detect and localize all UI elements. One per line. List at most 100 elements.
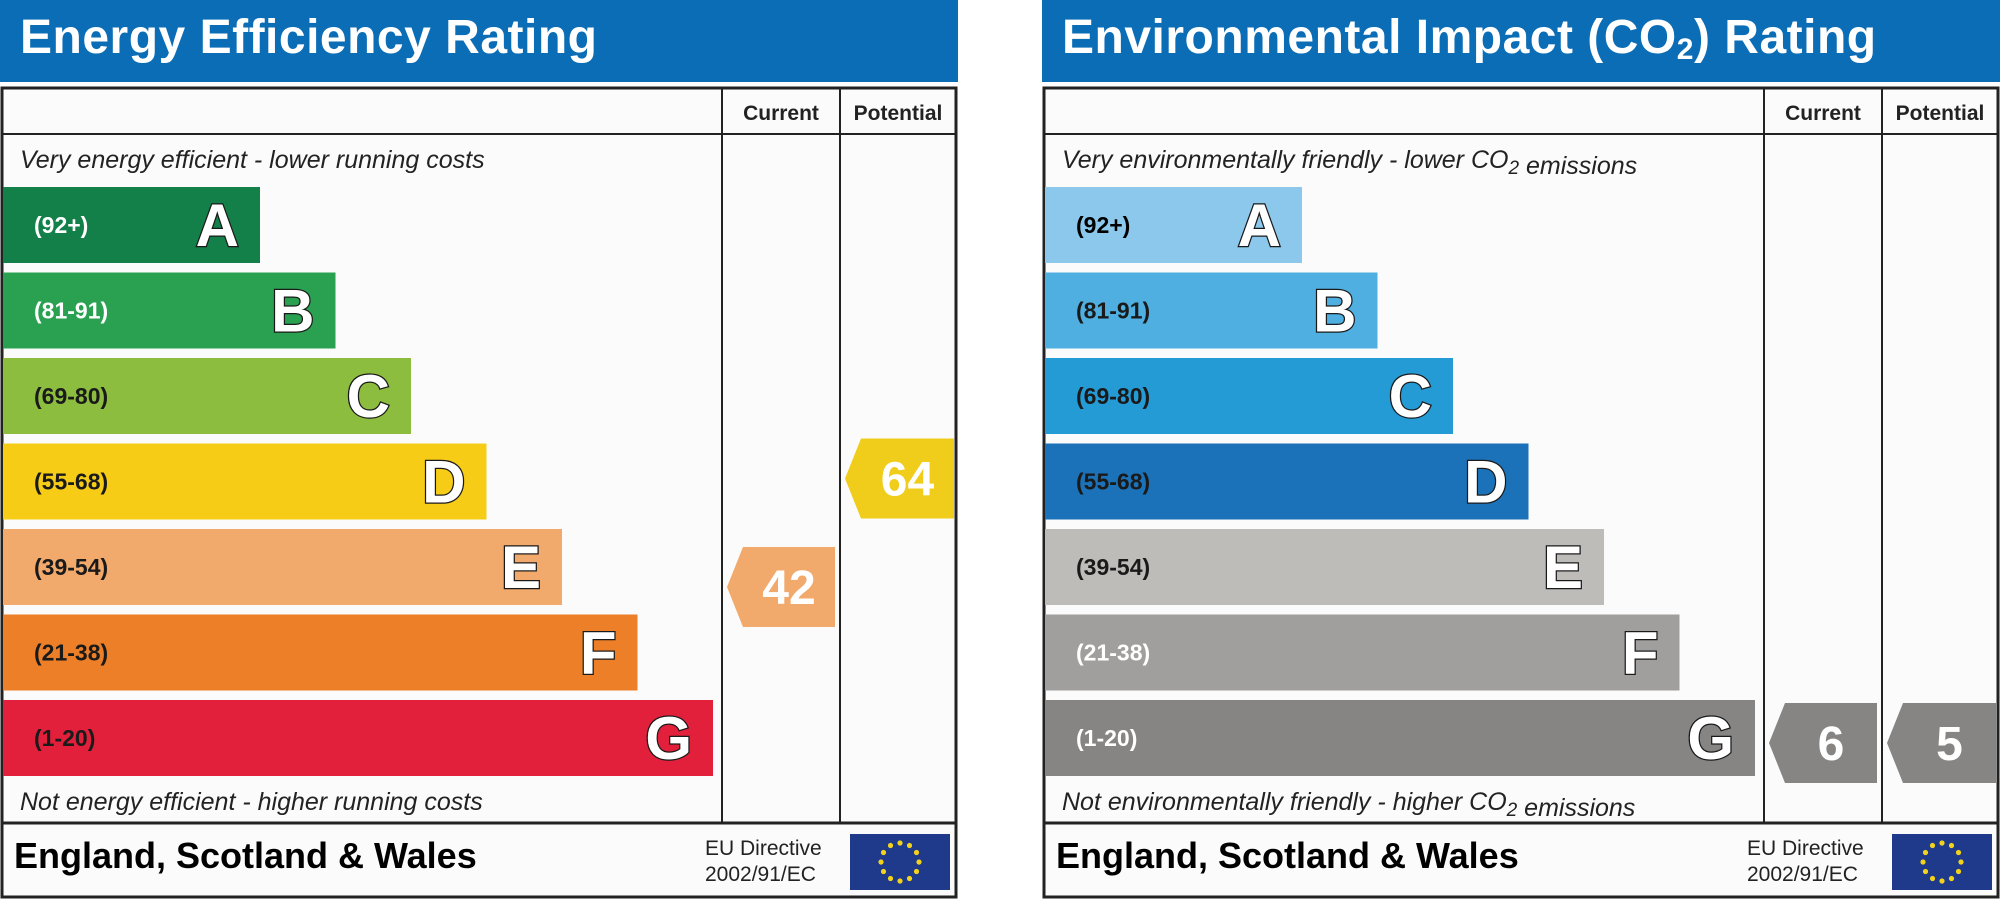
current-column-header: Current [1785,102,1861,125]
eu-star-icon [1922,868,1929,875]
region-label: England, Scotland & Wales [14,835,477,876]
potential-column-header: Potential [1896,102,1985,125]
band-letter: D [422,449,465,516]
band-range-label: (21-38) [1076,640,1150,666]
band-letter: G [1687,705,1734,772]
band-bar-d [3,443,487,520]
eu-star-icon [913,868,920,875]
eu-flag-icon [850,834,950,890]
potential-column-header: Potential [854,102,943,125]
band-letter: B [271,278,314,345]
band-bar-a [3,187,260,263]
band-letter: E [501,534,541,601]
energy-efficiency-header: Energy Efficiency Rating [0,0,958,82]
eu-star-icon [906,842,913,849]
band-letter: E [1543,534,1583,601]
eu-star-icon [1948,842,1955,849]
band-letter: D [1464,449,1507,516]
environmental-impact-chart: Current Potential Very environmentally fri… [1042,86,2000,899]
potential-rating-arrow [845,438,954,519]
band-bar-e [1045,529,1604,605]
current-rating-value: 42 [762,562,815,615]
eu-star-icon [1929,842,1936,849]
band-range-label: (39-54) [1076,554,1150,580]
potential-rating-value: 64 [881,454,935,507]
eu-star-icon [878,859,884,865]
environmental-impact-panel: Environmental Impact (CO2) Rating Curren… [1042,0,2000,899]
eu-star-icon [887,875,894,882]
band-range-label: (92+) [34,212,88,238]
eu-star-icon [1922,849,1929,856]
band-bar-g [1045,700,1755,776]
band-bar-c [3,358,411,434]
eu-star-icon [1955,868,1962,875]
band-letter: C [347,363,390,430]
eu-star-icon [1955,849,1962,856]
current-rating-arrow [1769,703,1877,783]
band-bar-d [1045,443,1529,520]
eu-directive-text: EU Directive 2002/91/EC [1747,836,1864,888]
eu-star-icon [887,842,894,849]
bottom-note: Not environmentally friendly - higher CO… [1062,788,1635,822]
eu-star-icon [1958,859,1964,865]
band-range-label: (55-68) [34,469,108,495]
band-range-label: (69-80) [1076,383,1150,409]
eu-directive-line1: EU Directive [1747,837,1864,860]
band-bar-b [1045,272,1378,349]
band-bar-f [1045,614,1680,691]
band-bar-a [1045,187,1302,263]
eu-directive-line2: 2002/91/EC [1747,863,1858,886]
eu-star-icon [1939,840,1945,846]
band-bar-f [3,614,638,691]
energy-efficiency-panel: Energy Efficiency Rating Current Potentia… [0,0,958,899]
potential-rating-value: 5 [1936,718,1963,771]
band-range-label: (81-91) [34,298,108,324]
eu-star-icon [880,849,887,856]
band-bar-b [3,272,336,349]
current-column-header: Current [743,102,819,125]
band-range-label: (1-20) [1076,725,1137,751]
eu-directive-text: EU Directive 2002/91/EC [705,836,822,888]
band-bar-g [3,700,713,776]
eu-star-icon [916,859,922,865]
current-rating-arrow [727,547,835,627]
band-range-label: (21-38) [34,640,108,666]
eu-flag-icon [1892,834,1992,890]
region-label: England, Scotland & Wales [1056,835,1519,876]
eu-directive-line1: EU Directive [705,837,822,860]
band-letter: C [1389,363,1432,430]
band-letter: F [1622,620,1659,687]
eu-star-icon [897,878,903,884]
band-range-label: (1-20) [34,725,95,751]
eu-directive-line2: 2002/91/EC [705,863,816,886]
eu-star-icon [1948,875,1955,882]
eu-star-icon [1939,878,1945,884]
environmental-impact-header: Environmental Impact (CO2) Rating [1042,0,2000,82]
band-range-label: (92+) [1076,212,1130,238]
energy-efficiency-chart: Current Potential Very energy efficient - … [0,86,958,899]
potential-rating-arrow [1887,703,1996,783]
eu-star-icon [1920,859,1926,865]
band-bar-c [1045,358,1453,434]
band-bar-e [3,529,562,605]
environmental-impact-title: Environmental Impact (CO2) Rating [1062,11,1877,66]
eu-star-icon [880,868,887,875]
band-range-label: (69-80) [34,383,108,409]
energy-efficiency-title: Energy Efficiency Rating [20,11,598,64]
band-range-label: (55-68) [1076,469,1150,495]
top-note: Very environmentally friendly - lower CO… [1062,146,1637,180]
bottom-note: Not energy efficient - higher running co… [20,788,483,816]
band-letter: B [1313,278,1356,345]
band-range-label: (39-54) [34,554,108,580]
eu-star-icon [913,849,920,856]
eu-star-icon [906,875,913,882]
band-range-label: (81-91) [1076,298,1150,324]
top-note: Very energy efficient - lower running co… [20,146,485,174]
eu-star-icon [897,840,903,846]
band-letter: G [645,705,692,772]
band-letter: A [1238,192,1281,259]
eu-star-icon [1929,875,1936,882]
band-letter: A [196,192,239,259]
band-letter: F [580,620,617,687]
current-rating-value: 6 [1818,718,1845,771]
